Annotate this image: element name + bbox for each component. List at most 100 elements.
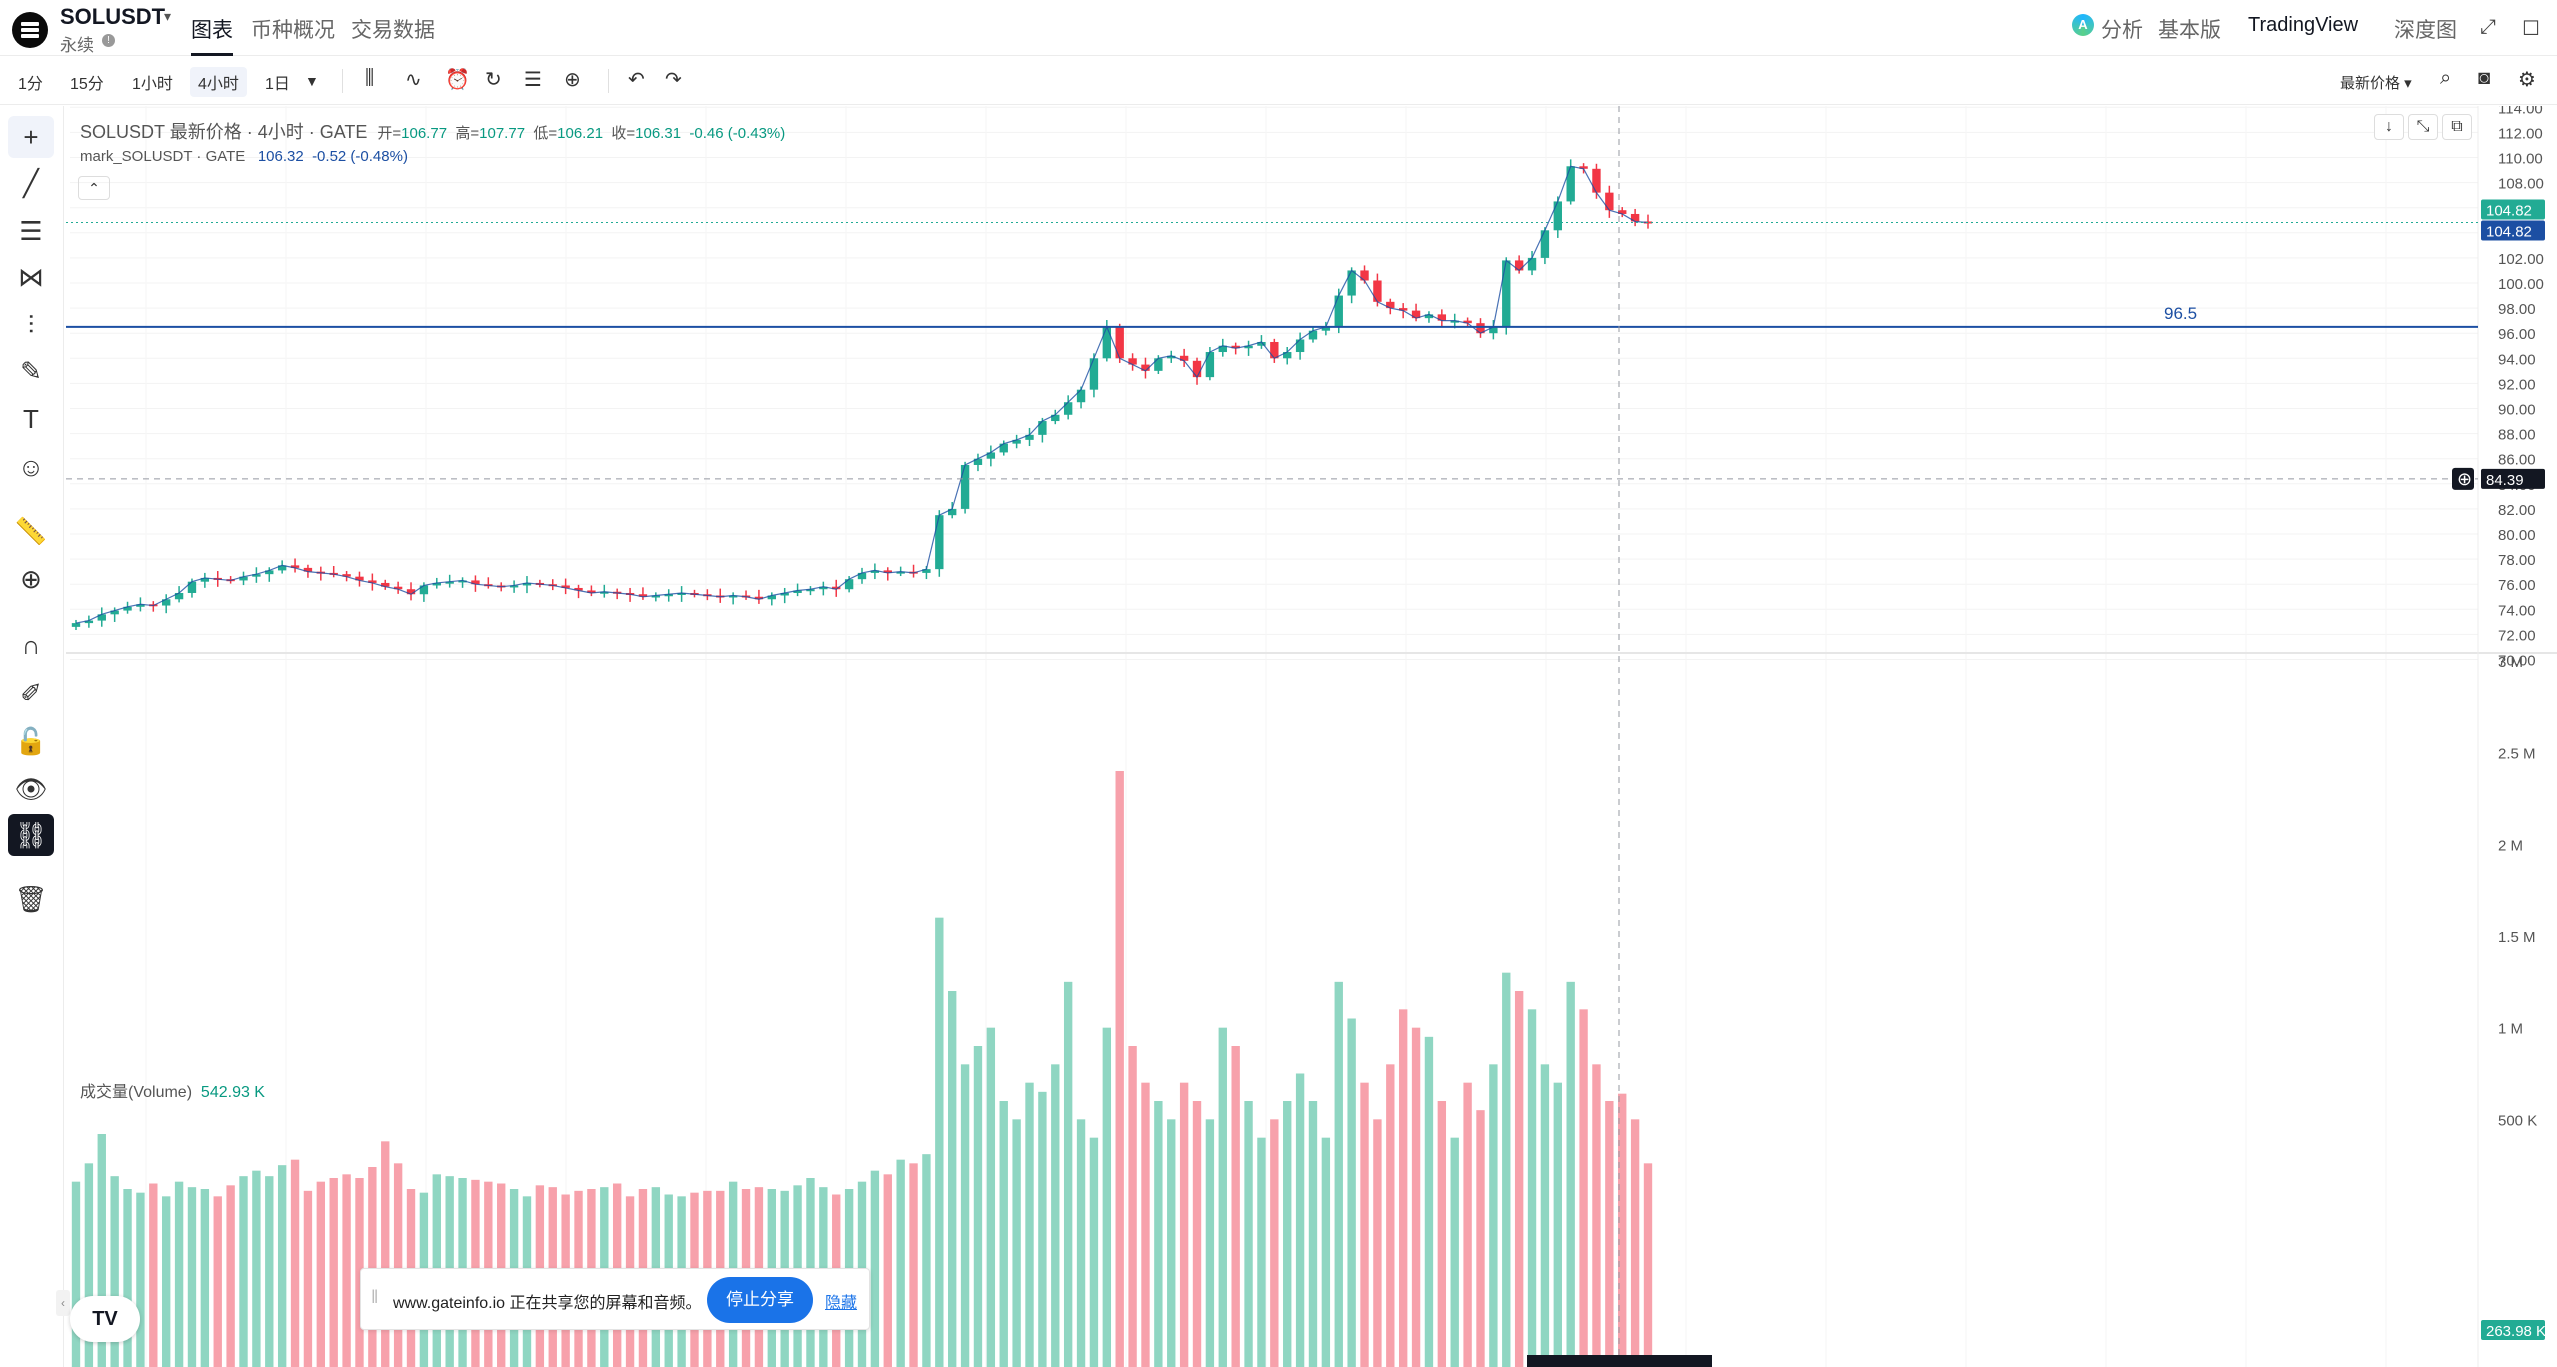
camera-icon[interactable]: ◙ [2478, 67, 2491, 89]
price-axis-label: 112.00 [2498, 125, 2543, 142]
timeframe-4h[interactable]: 4小时 [190, 67, 247, 97]
pattern-icon[interactable]: ⋈ [18, 262, 44, 292]
candle-down [832, 586, 841, 590]
candle-up [1347, 270, 1356, 296]
volume-bar [1076, 1119, 1086, 1367]
replay-icon[interactable]: ↻ [485, 69, 502, 91]
candle-up [174, 592, 184, 600]
settings-gear-icon[interactable]: ⚙ [2518, 69, 2536, 91]
ruler-icon[interactable]: 📏 [14, 516, 48, 546]
info-icon[interactable]: ! [102, 34, 115, 47]
volume-bar [252, 1170, 261, 1367]
timeframe-1m[interactable]: 1分 [18, 76, 43, 93]
candle-up [1012, 439, 1021, 444]
volume-bar [1360, 1082, 1369, 1367]
crosshair-icon[interactable]: + [8, 116, 54, 158]
tradingview-button[interactable]: TradingView [2248, 14, 2359, 36]
alert-icon[interactable]: ⏰ [445, 69, 470, 91]
candle-type-icon[interactable]: ⫼ [365, 67, 375, 89]
volume-bar [960, 1064, 970, 1367]
candle-down [1463, 320, 1472, 324]
candle-up [1502, 260, 1511, 327]
eye-icon[interactable]: 👁 [14, 774, 48, 804]
volume-bar [1527, 1009, 1537, 1367]
undo-icon[interactable]: ↶ [628, 69, 645, 91]
mark-price-legend: mark_SOLUSDT · GATE 106.32 -0.52 (-0.48%… [80, 148, 408, 165]
volume-bar [1115, 771, 1124, 1367]
candle-up [1063, 402, 1073, 415]
price-axis-label: 92.00 [2498, 376, 2536, 393]
volume-bar [1450, 1137, 1459, 1367]
crosshair-add-bg [2452, 467, 2474, 490]
symbol-title[interactable]: SOLUSDT [60, 4, 166, 29]
zoom-in-icon[interactable]: ⊕ [20, 564, 42, 594]
hide-share-bar-link[interactable]: 隐藏 [825, 1295, 858, 1312]
collapse-legend-button[interactable]: ⌃ [78, 176, 110, 200]
last-price-badge-bg [2481, 199, 2545, 220]
fib-icon[interactable]: ⫶ [27, 310, 35, 340]
candle-up [948, 508, 957, 516]
depth-chart-button[interactable]: 深度图 [2394, 19, 2457, 42]
volume-bar [870, 1170, 880, 1367]
search-icon[interactable]: ⌕ [2440, 67, 2452, 89]
candle-up [1038, 421, 1047, 435]
volume-bar [393, 1163, 403, 1367]
text-tool-icon[interactable]: T [23, 404, 39, 434]
redo-icon[interactable]: ↷ [665, 69, 682, 91]
chart-area[interactable]: 114.00112.00110.00108.00106.00104.00102.… [66, 106, 2557, 1367]
volume-bar [1038, 1091, 1047, 1367]
candle-up [458, 580, 467, 583]
plugin-icon[interactable]: ⊕ [564, 69, 581, 91]
volume-bar [110, 1176, 119, 1367]
expand-icon[interactable]: ⤢ [2480, 16, 2496, 38]
tab-chart[interactable]: 图表 [191, 14, 233, 56]
volume-bar [1154, 1101, 1163, 1367]
chart-maximize-icon[interactable]: ⧉ [2442, 114, 2472, 140]
magnet-icon[interactable]: ∩ [21, 630, 41, 660]
trend-line-icon[interactable]: ╱ [23, 168, 39, 198]
volume-bar [265, 1176, 274, 1367]
symbol-caret-icon[interactable]: ▾ [164, 8, 172, 24]
timeframe-1h[interactable]: 1小时 [132, 76, 173, 93]
price-type-select[interactable]: 最新价格 ▾ [2340, 75, 2412, 92]
screen-share-bar: ‖ www.gateinfo.io 正在共享您的屏幕和音频。 停止分享 隐藏 [360, 1268, 870, 1330]
candle-up [728, 595, 738, 598]
link-icon[interactable]: ⛓ [8, 814, 54, 856]
trash-icon[interactable]: 🗑 [14, 884, 48, 914]
chart-collapse-icon[interactable]: ⤡ [2408, 114, 2438, 140]
ai-analysis-icon[interactable]: A [2072, 14, 2094, 36]
volume-bar [1540, 1064, 1550, 1367]
horizontal-lines-icon[interactable]: ☰ [19, 216, 43, 246]
emoji-icon[interactable]: ☺ [17, 452, 45, 482]
basic-version-button[interactable]: 基本版 [2158, 19, 2221, 42]
chart-down-arrow-icon[interactable]: ↓ [2374, 114, 2404, 140]
brush-icon[interactable]: ✎ [20, 356, 42, 386]
candle-up [252, 574, 261, 577]
price-chart-svg[interactable]: 114.00112.00110.00108.00106.00104.00102.… [66, 106, 2557, 1367]
price-axis-label: 76.00 [2498, 577, 2536, 594]
price-axis-label: 100.00 [2498, 276, 2544, 293]
candle-down [355, 576, 364, 581]
analysis-button[interactable]: 分析 [2101, 19, 2143, 42]
volume-bar [1025, 1082, 1034, 1367]
timeframe-15m[interactable]: 15分 [70, 76, 104, 93]
timeframe-dropdown-icon[interactable]: ▼ [305, 73, 319, 89]
volume-bar [162, 1196, 171, 1367]
stop-sharing-button[interactable]: 停止分享 [707, 1277, 813, 1323]
fullscreen-icon[interactable]: ☐ [2522, 18, 2540, 40]
volume-bar [316, 1181, 326, 1367]
template-icon[interactable]: ☰ [524, 69, 542, 91]
scroll-left-icon[interactable]: ‹ [56, 1290, 70, 1316]
volume-bar [200, 1189, 210, 1367]
price-axis-label: 70.00 [2498, 653, 2536, 670]
tab-coin-overview[interactable]: 币种概况 [251, 19, 335, 42]
lock-drawing-icon[interactable]: ✐ [20, 678, 42, 708]
indicators-icon[interactable]: ∿ [405, 69, 422, 91]
tab-trading-data[interactable]: 交易数据 [351, 19, 435, 42]
timeframe-1d[interactable]: 1日 [265, 76, 290, 93]
volume-bar [922, 1154, 931, 1367]
lock-icon[interactable]: 🔓 [14, 726, 48, 756]
price-legend: SOLUSDT 最新价格 · 4小时 · GATE 开=106.77 高=107… [80, 122, 786, 142]
tradingview-logo[interactable]: TV [70, 1296, 140, 1342]
drag-handle-icon[interactable]: ‖ [371, 1287, 379, 1307]
